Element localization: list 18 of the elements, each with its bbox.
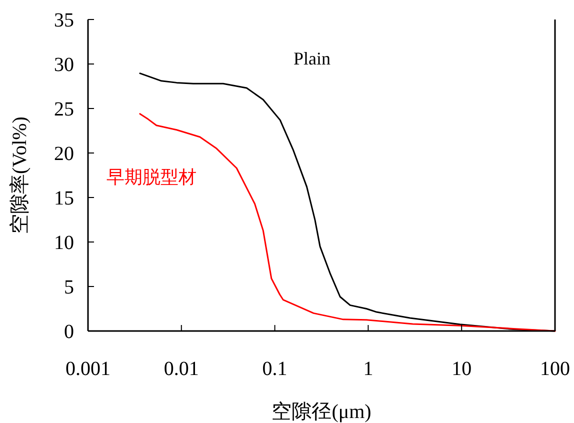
- y-tick-label: 30: [54, 54, 74, 76]
- x-tick-label: 1: [363, 358, 374, 380]
- y-tick-label: 10: [54, 232, 74, 254]
- y-tick-label: 15: [54, 188, 74, 210]
- x-tick-label: 0.01: [164, 358, 199, 380]
- y-tick-label: 0: [64, 321, 74, 343]
- text: Plain: [293, 48, 330, 69]
- y-tick-label: 20: [54, 143, 74, 165]
- x-axis-title: 空隙径(μm): [272, 401, 372, 423]
- x-tick-label: 0.001: [66, 358, 110, 380]
- series-label: 早期脱型材: [106, 167, 197, 188]
- y-tick-label: 35: [54, 10, 74, 32]
- y-tick-label: 25: [54, 98, 74, 120]
- y-tick-label: 5: [64, 276, 74, 298]
- x-tick-label: 0.1: [262, 358, 288, 380]
- y-axis-title: 空隙率(Vol%): [9, 116, 31, 234]
- x-tick-label: 10: [452, 358, 472, 380]
- x-tick-label: 100: [540, 358, 570, 380]
